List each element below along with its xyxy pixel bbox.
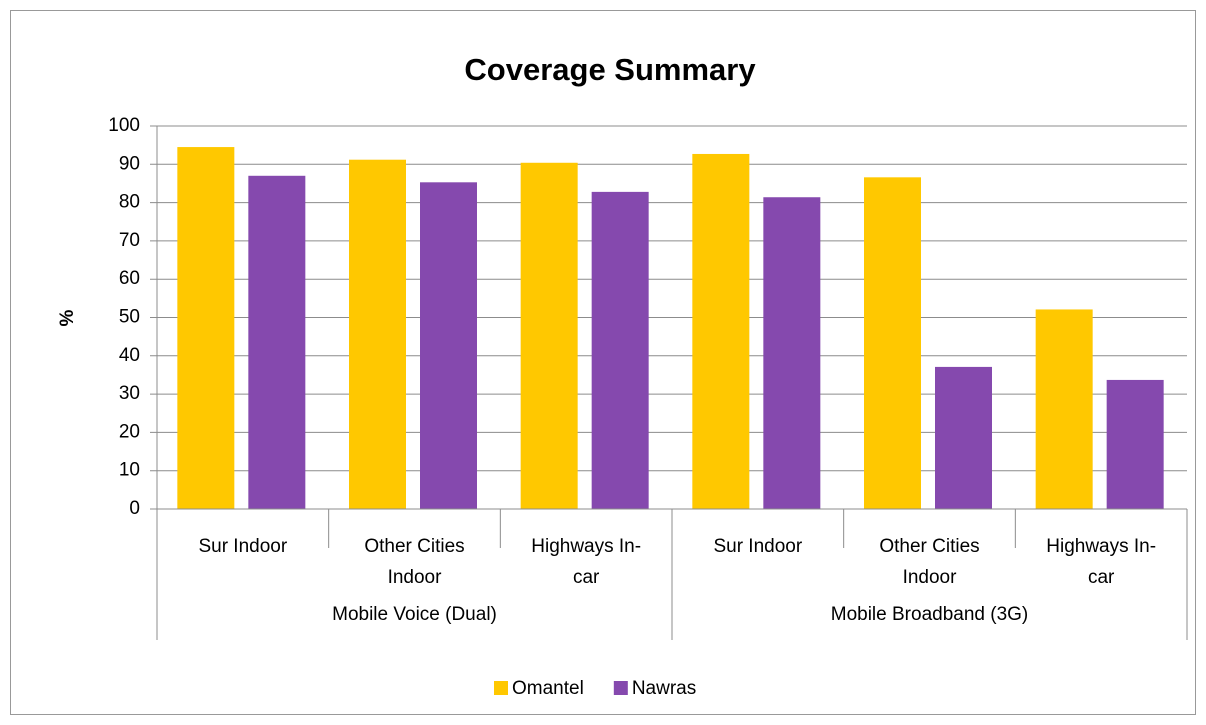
bar (864, 177, 921, 509)
y-tick-label: 20 (119, 421, 140, 442)
bar (935, 366, 992, 509)
x-tick-label: Indoor (903, 567, 958, 588)
bar (349, 159, 406, 510)
y-tick-label: 100 (108, 115, 140, 136)
legend-swatch (613, 681, 628, 695)
group-label: Mobile Broadband (3G) (831, 604, 1029, 625)
bar (420, 182, 477, 509)
x-tick-label: Indoor (388, 567, 443, 588)
y-tick-label: 60 (119, 268, 140, 289)
legend-swatch (494, 681, 508, 695)
y-tick-label: 80 (119, 192, 140, 213)
x-tick-label: car (1088, 567, 1115, 588)
bar (177, 147, 235, 509)
x-tick-label: Highways In- (1046, 536, 1156, 557)
x-tick-label: Sur Indoor (713, 536, 802, 557)
bar (591, 191, 649, 509)
x-tick-label: Other Cities (879, 536, 979, 557)
bar (763, 197, 821, 509)
legend-label: Nawras (632, 678, 696, 699)
legend-label: Omantel (512, 678, 584, 699)
y-tick-label: 0 (129, 498, 140, 519)
y-tick-label: 40 (119, 345, 140, 366)
chart-title: Coverage Summary (464, 52, 756, 87)
y-tick-label: 50 (119, 307, 140, 328)
x-tick-label: car (573, 567, 600, 588)
x-tick-label: Other Cities (364, 536, 464, 557)
y-tick-label: 70 (119, 230, 140, 251)
group-label: Mobile Voice (Dual) (332, 604, 497, 625)
bar (248, 175, 306, 510)
bar (1106, 379, 1164, 509)
bar (1035, 309, 1093, 509)
x-tick-label: Highways In- (531, 536, 641, 557)
y-tick-label: 90 (119, 153, 140, 174)
y-tick-label: 10 (119, 460, 140, 481)
bar (520, 162, 578, 509)
y-tick-label: 30 (119, 383, 140, 404)
x-tick-label: Sur Indoor (198, 536, 287, 557)
bar (692, 153, 750, 510)
y-axis-label: % (57, 309, 78, 326)
